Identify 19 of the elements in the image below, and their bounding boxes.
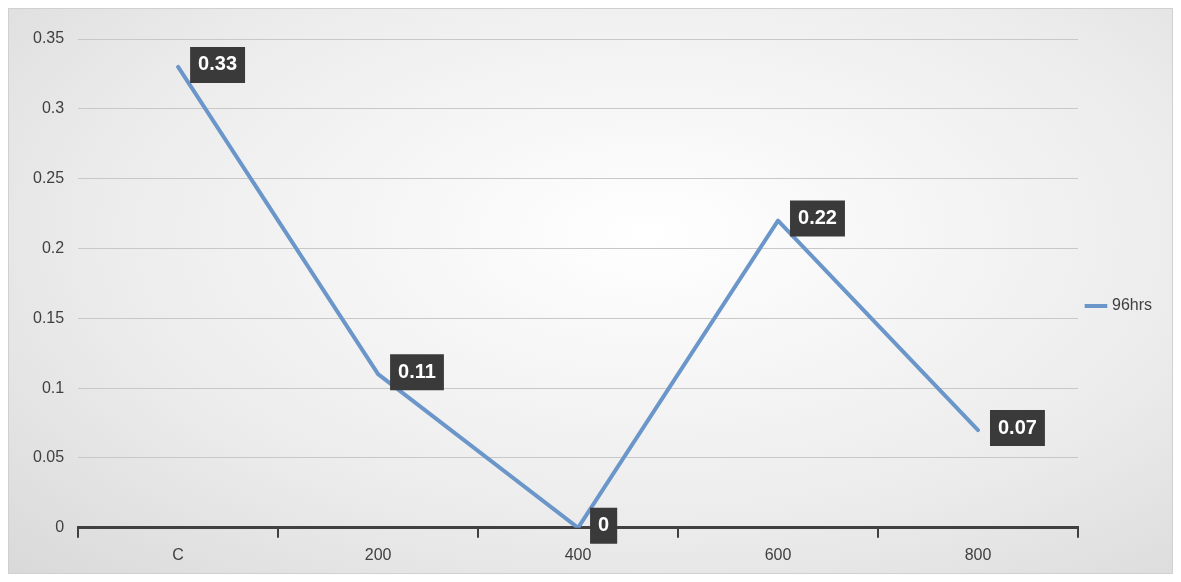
data-label: 0.33 [198,52,238,75]
x-tick-label: 800 [964,545,992,563]
y-tick-label: 0.15 [33,308,65,326]
y-tick-label: 0.05 [33,448,65,466]
y-tick-label: 0 [55,518,65,536]
x-tick-label: 200 [364,545,392,563]
data-label: 0 [598,513,610,536]
data-label: 0.22 [798,206,837,229]
y-tick-label: 0.2 [41,238,65,256]
legend-label: 96hrs [1111,296,1153,314]
y-tick-label: 0.3 [41,99,65,117]
y-tick-label: 0.35 [33,29,65,47]
y-tick-label: 0.25 [33,169,65,187]
data-label: 0.07 [997,415,1037,438]
x-tick-label: C [172,545,184,563]
y-tick-label: 0.1 [41,378,65,396]
x-tick-label: 400 [564,545,592,563]
x-tick-label: 600 [764,545,792,563]
data-label: 0.11 [398,359,436,382]
